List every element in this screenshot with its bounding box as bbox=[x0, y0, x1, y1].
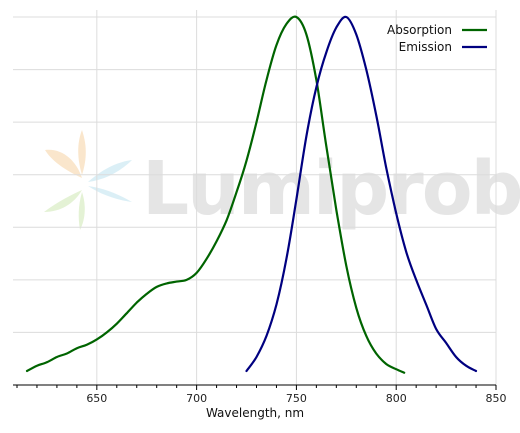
x-axis-title: Wavelength, nm bbox=[206, 406, 304, 420]
gridlines bbox=[13, 10, 497, 385]
x-tick-label: 700 bbox=[186, 392, 207, 405]
watermark-text: Lumiprobe bbox=[142, 146, 520, 232]
axes bbox=[13, 384, 497, 390]
x-tick-label: 650 bbox=[86, 392, 107, 405]
x-tick-label: 850 bbox=[486, 392, 507, 405]
x-tick-label: 750 bbox=[286, 392, 307, 405]
lumiprobe-watermark: Lumiprobe bbox=[44, 130, 520, 232]
legend-label-emission: Emission bbox=[399, 40, 452, 54]
legend-label-absorption: Absorption bbox=[387, 23, 452, 37]
lumiprobe-logo-icon bbox=[44, 130, 132, 230]
legend: Absorption Emission bbox=[387, 23, 487, 54]
x-tick-labels: 650 700 750 800 850 bbox=[86, 392, 506, 405]
absorption-line bbox=[25, 15, 406, 374]
series-lines bbox=[25, 15, 478, 374]
x-tick-label: 800 bbox=[386, 392, 407, 405]
emission-line bbox=[245, 15, 478, 373]
